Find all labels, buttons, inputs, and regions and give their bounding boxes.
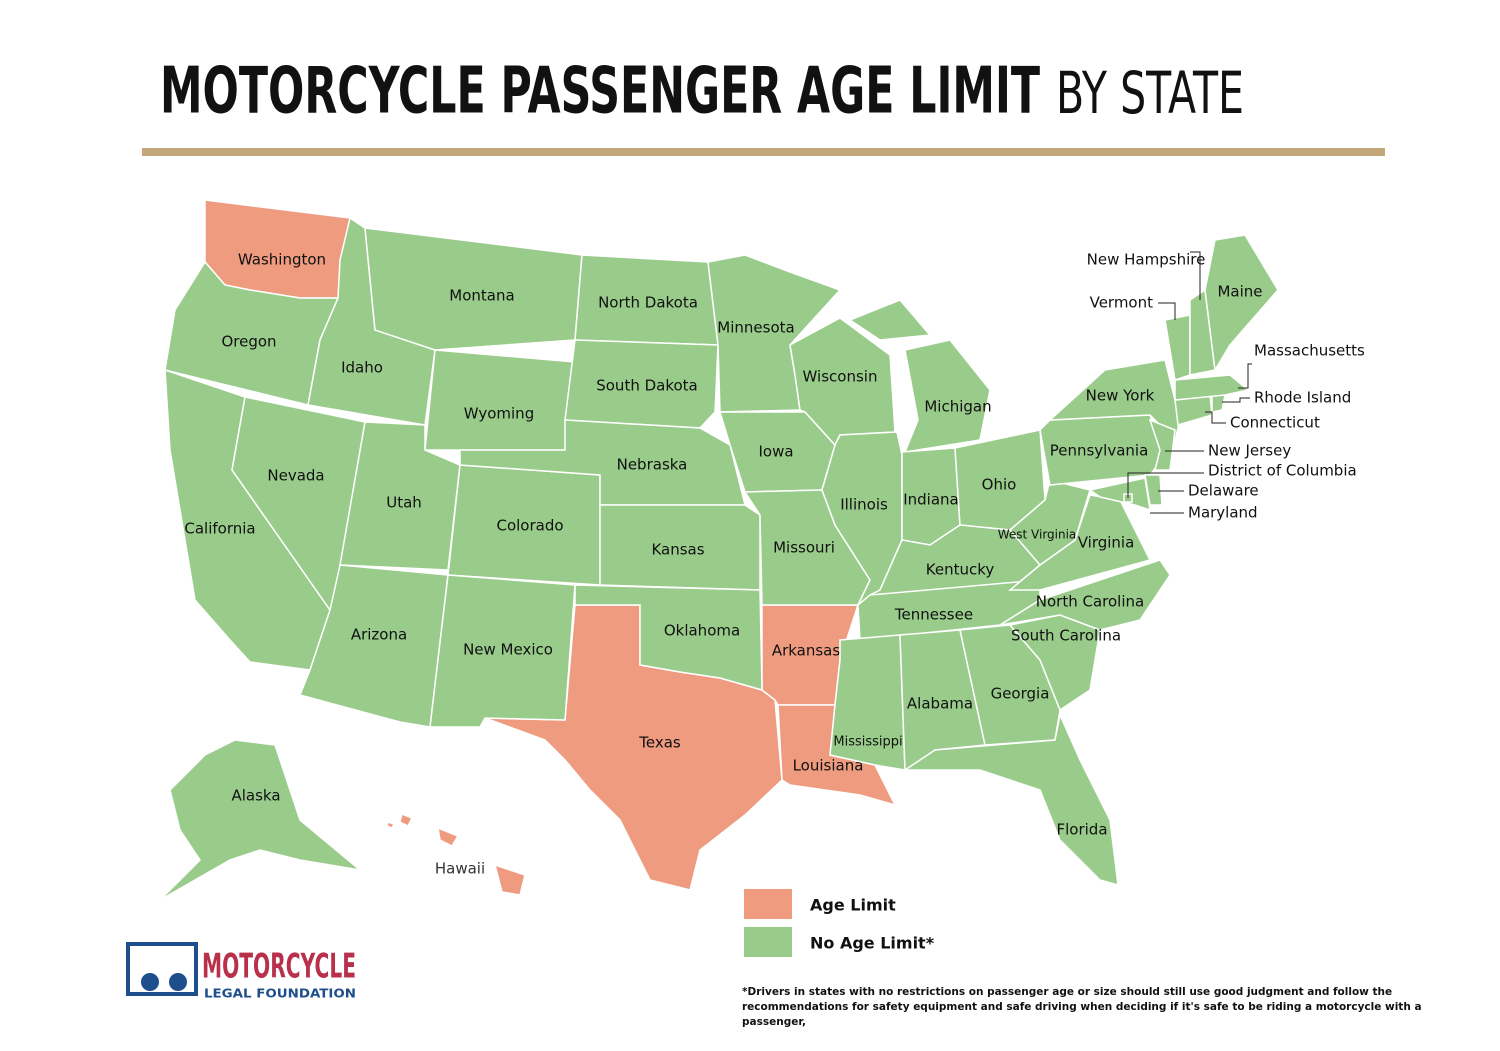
state-label: Michigan bbox=[924, 398, 991, 416]
state bbox=[1088, 477, 1151, 512]
legend-swatch bbox=[744, 889, 792, 919]
state-label: Georgia bbox=[991, 685, 1050, 703]
leader-line bbox=[1205, 411, 1226, 424]
state bbox=[459, 419, 746, 506]
leader-line bbox=[1190, 251, 1201, 300]
state-label: Kentucky bbox=[926, 561, 995, 579]
state-label: Connecticut bbox=[1230, 414, 1320, 432]
state-label: Delaware bbox=[1188, 482, 1259, 500]
state-label: Maine bbox=[1217, 283, 1262, 301]
state-label: California bbox=[184, 520, 255, 538]
leader-line bbox=[1222, 397, 1250, 403]
state bbox=[1204, 234, 1279, 373]
title-suffix: BY STATE bbox=[1056, 59, 1244, 127]
state-label: Wisconsin bbox=[803, 368, 878, 386]
leader-line bbox=[1127, 472, 1204, 498]
state-label: Virginia bbox=[1078, 534, 1135, 552]
state-label: Arizona bbox=[351, 626, 407, 644]
state-label: North Dakota bbox=[598, 294, 698, 312]
state-label: Rhode Island bbox=[1254, 389, 1351, 407]
footnote: *Drivers in states with no restrictions … bbox=[742, 986, 1422, 1028]
state-label: District of Columbia bbox=[1208, 462, 1357, 480]
logo: MOTORCYCLE LEGAL FOUNDATION bbox=[126, 942, 356, 1001]
state-label: West Virginia bbox=[998, 528, 1077, 542]
state-label: Alabama bbox=[907, 695, 973, 713]
title: MOTORCYCLE PASSENGER AGE LIMIT bbox=[160, 55, 1040, 129]
state bbox=[574, 584, 763, 692]
state bbox=[902, 712, 1119, 887]
state bbox=[1148, 418, 1176, 471]
state bbox=[159, 739, 363, 901]
state bbox=[424, 349, 576, 451]
state bbox=[829, 634, 906, 771]
divider bbox=[142, 148, 1385, 156]
legend-label: No Age Limit* bbox=[810, 934, 935, 953]
state-label: Texas bbox=[638, 734, 681, 752]
state-label: Arkansas bbox=[772, 642, 841, 660]
state-label: Kansas bbox=[651, 541, 704, 559]
state-label: Montana bbox=[449, 287, 514, 305]
state-label: Utah bbox=[386, 494, 422, 512]
state-label: Ohio bbox=[982, 476, 1017, 494]
state-label: South Dakota bbox=[596, 377, 698, 395]
state-label: Oregon bbox=[221, 333, 276, 351]
state-label: North Carolina bbox=[1036, 593, 1144, 611]
leader-line bbox=[1158, 302, 1176, 320]
logo-wheel bbox=[169, 973, 187, 991]
logo-wheel bbox=[141, 973, 159, 991]
state-label: New Mexico bbox=[463, 641, 553, 659]
legend-swatch bbox=[744, 927, 792, 957]
state-label: New York bbox=[1086, 387, 1155, 405]
state-label: Indiana bbox=[903, 491, 959, 509]
state-label: Hawaii bbox=[435, 860, 485, 878]
state-label: Vermont bbox=[1090, 294, 1154, 312]
state-label: Louisiana bbox=[793, 757, 864, 775]
state-label: Tennessee bbox=[894, 606, 973, 624]
state bbox=[564, 339, 719, 429]
state-label: Massachusetts bbox=[1254, 342, 1365, 360]
state-label: Oklahoma bbox=[664, 622, 740, 640]
state-label: New Hampshire bbox=[1087, 251, 1206, 269]
state-label: Missouri bbox=[773, 539, 835, 557]
state-label: Florida bbox=[1056, 821, 1107, 839]
logo-name: MOTORCYCLE bbox=[202, 947, 356, 987]
logo-icon bbox=[126, 942, 198, 996]
state-label: New Jersey bbox=[1208, 442, 1291, 460]
state bbox=[364, 227, 583, 351]
state-group: Oregon California Nevada Idaho Montana Wyomin… bbox=[159, 216, 1365, 901]
state bbox=[1211, 394, 1226, 413]
state-label: Idaho bbox=[341, 359, 383, 377]
state-label: Illinois bbox=[840, 496, 888, 514]
state bbox=[1164, 314, 1191, 381]
state-label: Colorado bbox=[496, 517, 563, 535]
state-label: Pennsylvania bbox=[1050, 442, 1149, 460]
state-label: Maryland bbox=[1188, 504, 1258, 522]
state bbox=[599, 504, 761, 591]
state bbox=[386, 812, 526, 896]
state bbox=[999, 559, 1171, 631]
legend-label: Age Limit bbox=[810, 896, 896, 915]
state-label: Minnesota bbox=[717, 319, 794, 337]
leader-line bbox=[1238, 363, 1252, 389]
state-label: Iowa bbox=[758, 443, 793, 461]
state bbox=[1174, 374, 1250, 401]
state-label: Alaska bbox=[231, 787, 280, 805]
state-label: South Carolina bbox=[1011, 627, 1121, 645]
state-label: Nevada bbox=[267, 467, 324, 485]
state-label: Washington bbox=[238, 251, 326, 269]
state-label: Nebraska bbox=[617, 456, 688, 474]
state bbox=[848, 299, 991, 453]
logo-tagline: LEGAL FOUNDATION bbox=[204, 987, 356, 1001]
state-label: Wyoming bbox=[464, 405, 534, 423]
state bbox=[204, 199, 351, 299]
state-label: Mississippi bbox=[833, 735, 902, 750]
